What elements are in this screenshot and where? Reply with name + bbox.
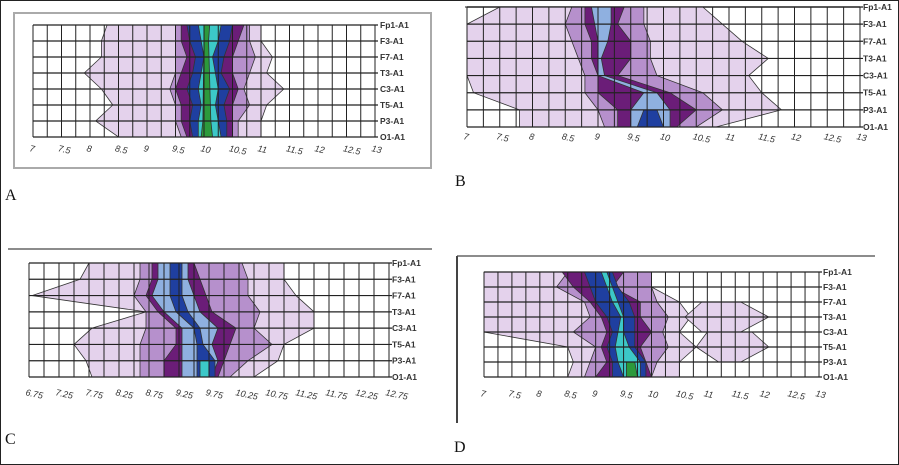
x-tick-label: 7.5 <box>57 143 72 156</box>
x-tick-label: 11.5 <box>731 388 751 401</box>
channel-label: O1-A1 <box>392 372 417 382</box>
channel-label: F7-A1 <box>392 291 416 301</box>
x-tick-label: 12.5 <box>787 388 807 402</box>
channel-label: C3-A1 <box>380 84 405 94</box>
x-tick-label: 6.75 <box>25 387 45 401</box>
x-tick-label: 7 <box>29 143 37 154</box>
x-tick-label: 10.75 <box>265 387 290 402</box>
x-tick-label: 8 <box>536 388 543 399</box>
x-tick-label: 9 <box>594 131 601 142</box>
channel-label: C3-A1 <box>823 327 848 337</box>
x-tick-label: 11.5 <box>757 131 777 144</box>
channel-label: P3-A1 <box>823 357 847 367</box>
x-tick-label: 9.25 <box>175 387 195 401</box>
panel-label: C <box>5 431 16 448</box>
panel-B: Fp1-A1 F3-A1 F7-A1 T3-A1 C3-A1 T5-A1 P3-A1 O1-A… <box>455 2 892 190</box>
x-tick-label: 9.5 <box>619 388 634 401</box>
x-tick-label: 12.75 <box>385 387 410 402</box>
x-tick-label: 8.5 <box>114 143 129 156</box>
x-tick-label: 9.5 <box>171 143 186 156</box>
panel-label: A <box>5 187 17 204</box>
channel-label: T3-A1 <box>392 307 416 317</box>
channel-label: T5-A1 <box>392 339 416 349</box>
x-tick-label: 8 <box>86 143 93 154</box>
x-tick-label: 10 <box>647 388 659 400</box>
channel-label: O1-A1 <box>380 132 405 142</box>
channel-label: O1-A1 <box>863 122 888 132</box>
x-tick-label: 12 <box>790 131 802 143</box>
channel-label: F7-A1 <box>863 36 887 46</box>
panel-label: D <box>454 439 466 456</box>
channel-label: F7-A1 <box>380 52 404 62</box>
x-tick-label: 13 <box>815 388 827 400</box>
x-tick-label: 10.5 <box>228 143 248 157</box>
x-tick-label: 11 <box>703 388 714 400</box>
x-tick-label: 8.5 <box>561 131 576 144</box>
x-tick-label: 13 <box>371 143 383 155</box>
channel-label: Fp1-A1 <box>392 258 421 268</box>
channel-label: F7-A1 <box>823 297 847 307</box>
panel-frame <box>13 12 432 169</box>
channel-label: F3-A1 <box>392 274 416 284</box>
channel-label: P3-A1 <box>392 356 416 366</box>
x-tick-label: 7.5 <box>495 131 510 144</box>
panel-C: Fp1-A1 F3-A1 F7-A1 T3-A1 C3-A1 T5-A1 P3-A1 O1-A… <box>5 248 432 448</box>
channel-label: T3-A1 <box>863 53 887 63</box>
x-tick-label: 8.25 <box>115 387 135 401</box>
channel-label: C3-A1 <box>392 323 417 333</box>
x-tick-label: 7 <box>480 388 488 399</box>
x-tick-label: 12.25 <box>355 387 380 402</box>
panel-D: Fp1-A1 F3-A1 F7-A1 T3-A1 C3-A1 T5-A1 P3-A1 O1-A… <box>454 255 875 456</box>
x-tick-label: 13 <box>856 131 868 143</box>
x-tick-label: 11.25 <box>295 387 319 402</box>
x-tick-label: 7.25 <box>55 387 75 401</box>
x-tick-label: 7 <box>463 131 471 142</box>
x-tick-label: 11.75 <box>325 387 349 402</box>
x-tick-label: 10.5 <box>675 388 695 402</box>
channel-label: T5-A1 <box>380 100 404 110</box>
channel-label: Fp1-A1 <box>823 267 852 277</box>
x-tick-label: 8 <box>528 131 535 142</box>
x-tick-label: 12 <box>314 143 326 155</box>
x-tick-label: 10 <box>200 143 212 155</box>
panel-A: Fp1-A1 F3-A1 F7-A1 T3-A1 C3-A1 T5-A1 P3-A1 O1-A… <box>5 12 432 204</box>
x-tick-label: 9 <box>591 388 598 399</box>
channel-label: C3-A1 <box>863 71 888 81</box>
x-tick-label: 9.5 <box>626 131 641 144</box>
x-tick-label: 12.5 <box>823 131 843 145</box>
channel-label: T5-A1 <box>823 342 847 352</box>
channel-label: F3-A1 <box>380 36 404 46</box>
x-tick-label: 11 <box>725 131 736 143</box>
channel-label: F3-A1 <box>823 282 847 292</box>
channel-label: T3-A1 <box>380 68 404 78</box>
x-tick-label: 9.75 <box>205 387 225 401</box>
x-tick-label: 12 <box>759 388 771 400</box>
x-tick-label: 8.75 <box>145 387 165 401</box>
x-tick-label: 7.5 <box>508 388 523 401</box>
channel-label: Fp1-A1 <box>863 2 892 12</box>
channel-label: F3-A1 <box>863 19 887 29</box>
channel-label: P3-A1 <box>863 105 887 115</box>
panel-label: B <box>455 173 466 190</box>
x-tick-label: 11.5 <box>285 143 305 156</box>
x-tick-label: 10.5 <box>692 131 712 145</box>
x-tick-label: 8.5 <box>563 388 578 401</box>
x-tick-label: 10 <box>659 131 671 143</box>
channel-label: Fp1-A1 <box>380 20 409 30</box>
channel-label: T3-A1 <box>823 312 847 322</box>
x-tick-label: 9 <box>143 143 150 154</box>
x-tick-label: 7.75 <box>85 387 105 401</box>
channel-label: T5-A1 <box>863 88 887 98</box>
x-tick-label: 10.25 <box>235 387 260 402</box>
channel-label: O1-A1 <box>823 372 848 382</box>
contour-level-6 <box>199 360 210 378</box>
channel-label: P3-A1 <box>380 116 404 126</box>
x-tick-label: 12.5 <box>342 143 362 157</box>
x-tick-label: 11 <box>257 143 268 155</box>
